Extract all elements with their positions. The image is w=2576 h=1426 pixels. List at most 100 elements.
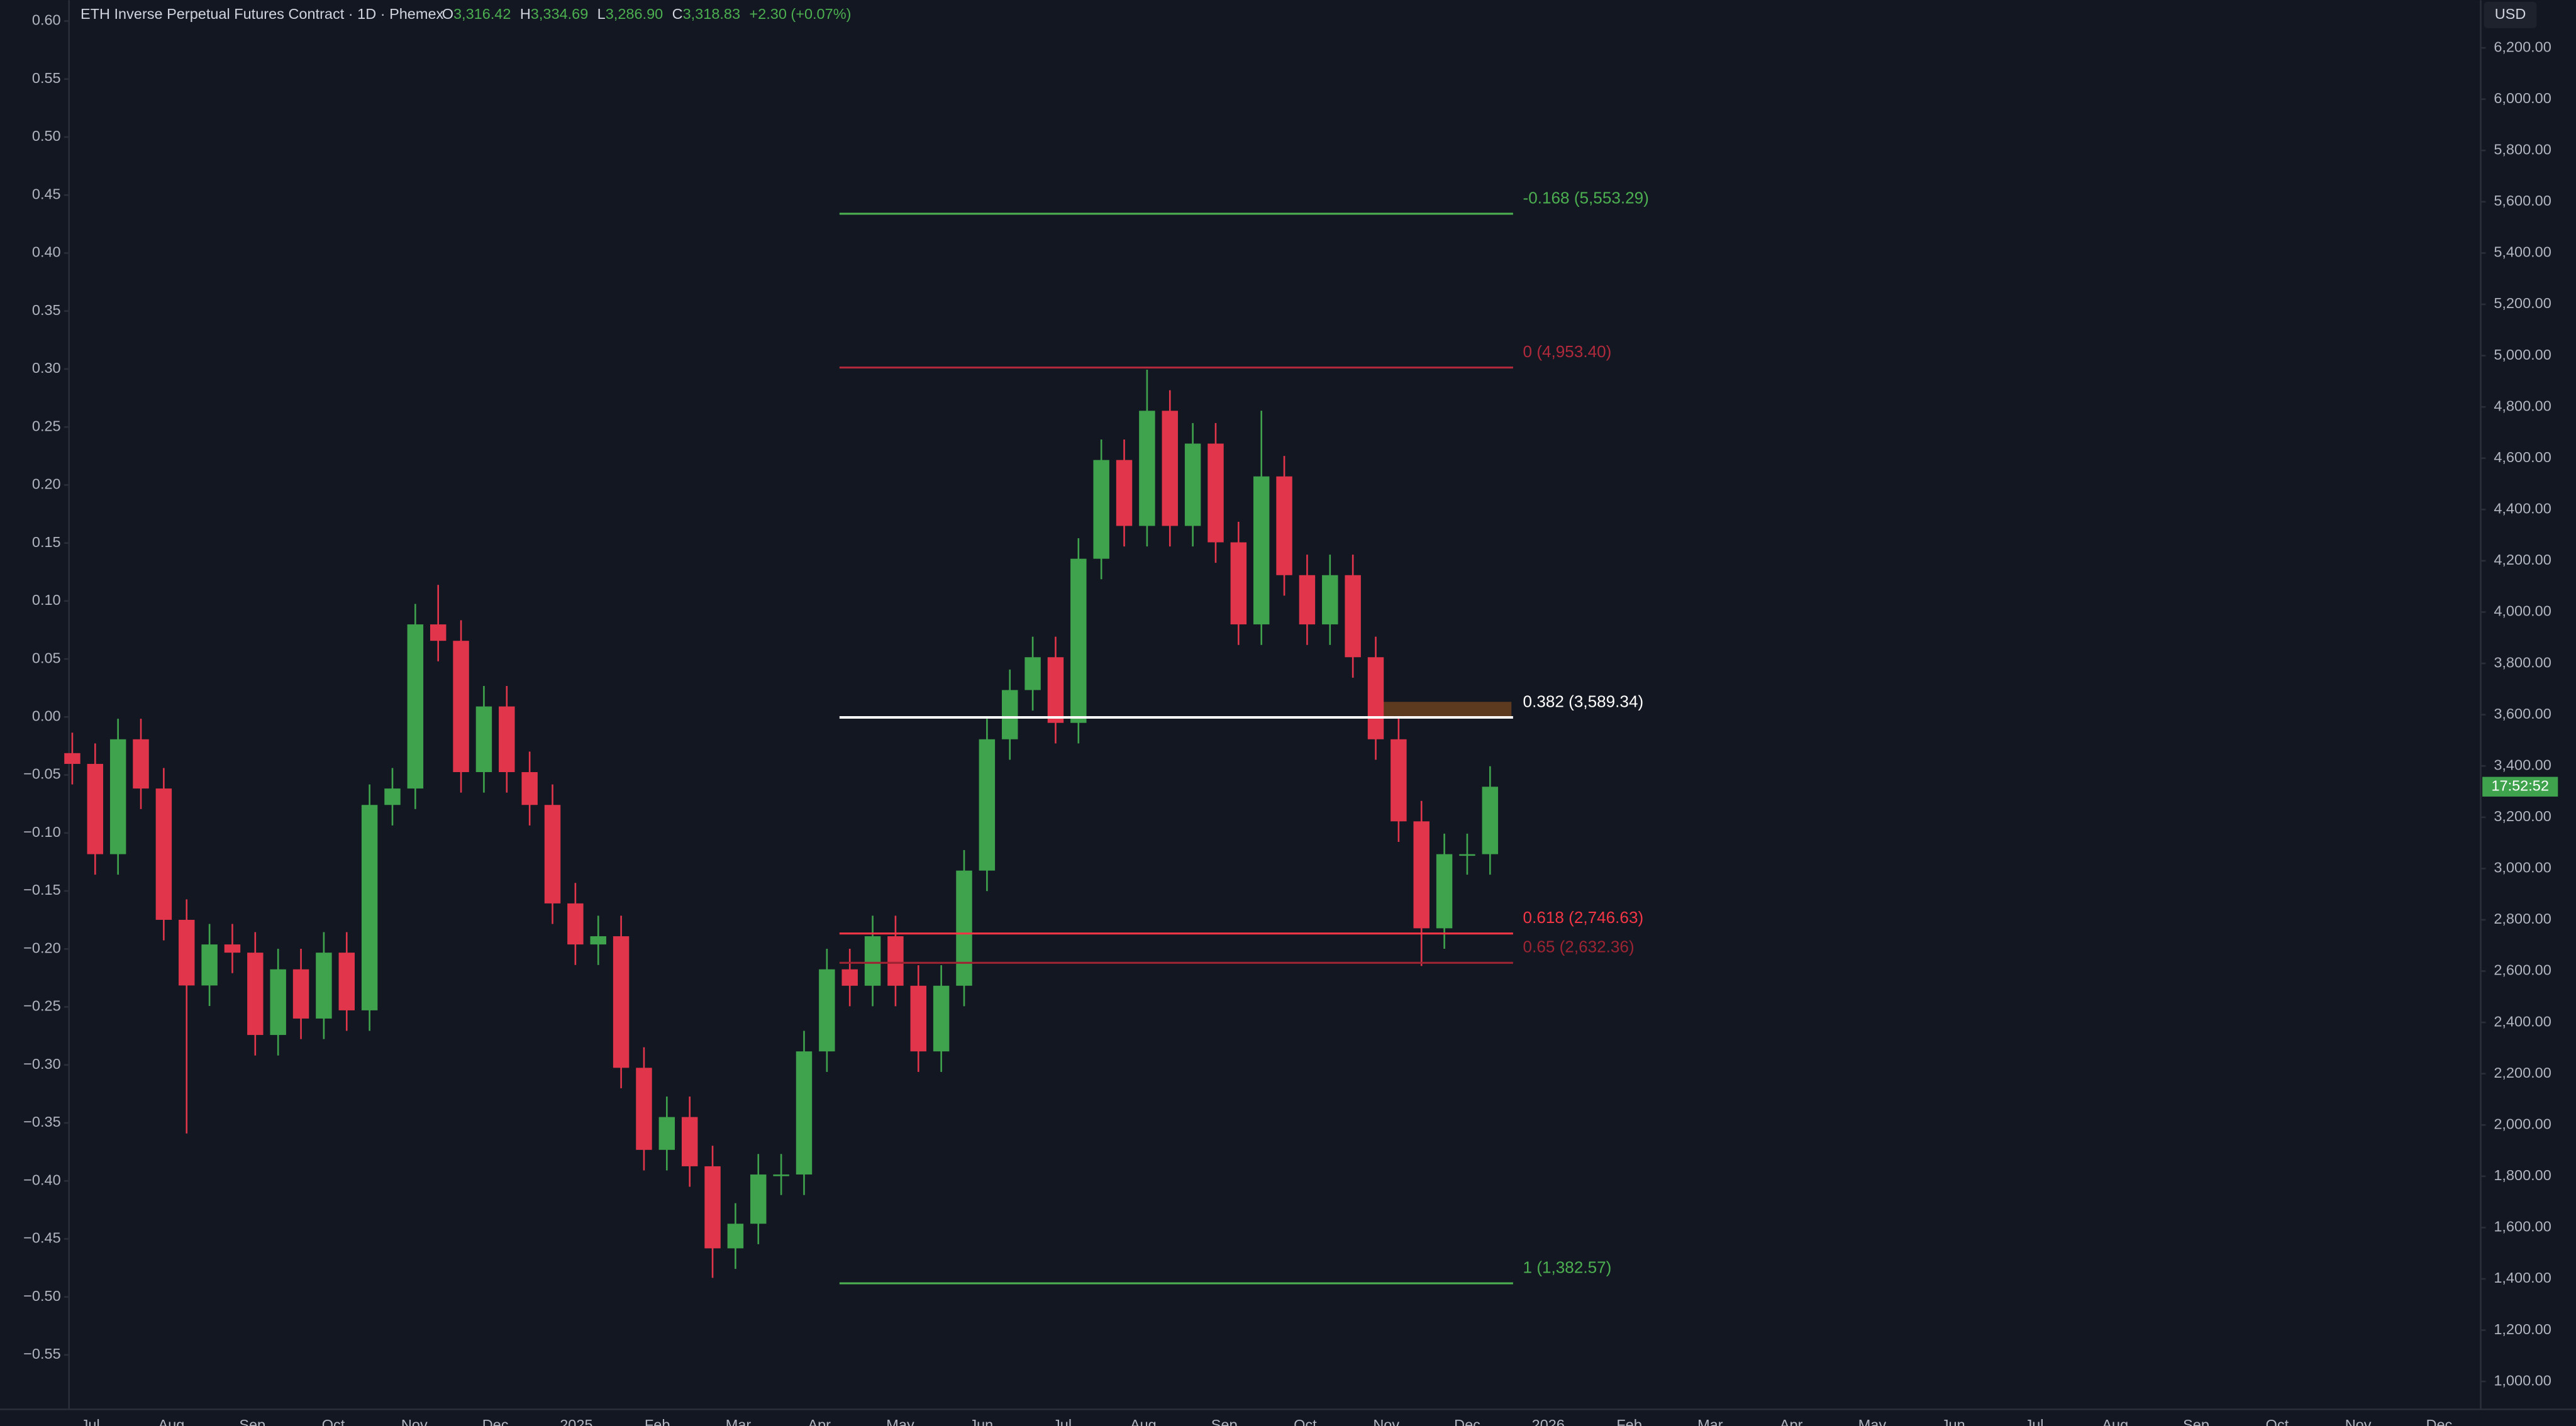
candle-body	[64, 753, 80, 764]
candle-body	[521, 772, 538, 805]
x-tick-label: Aug	[2102, 1417, 2128, 1426]
x-tick-label: Aug	[1130, 1417, 1157, 1426]
y2-tick-label: 0.50	[32, 128, 61, 144]
candle-body	[1299, 575, 1316, 625]
candle-body	[1093, 460, 1109, 559]
y2-tick-label: 0.25	[32, 417, 61, 434]
candle-body	[384, 788, 401, 805]
x-tick-label: Dec	[482, 1417, 509, 1426]
x-tick-label: Dec	[2426, 1417, 2453, 1426]
candle-body	[1436, 854, 1453, 929]
x-tick-label: Jul	[2024, 1417, 2043, 1426]
x-tick-label: 2025	[560, 1417, 592, 1426]
y2-tick-label: −0.25	[23, 998, 60, 1014]
x-tick-label: Jun	[1941, 1417, 1965, 1426]
candle-body	[1002, 690, 1018, 739]
candle-body	[407, 624, 424, 789]
x-tick-label: Mar	[1697, 1417, 1723, 1426]
candle-body	[1162, 411, 1178, 526]
x-tick-label: Oct	[1294, 1417, 1317, 1426]
x-tick-label: Sep	[1211, 1417, 1238, 1426]
candle-body	[1276, 476, 1292, 575]
fib-label: -0.168 (5,553.29)	[1523, 188, 1649, 207]
y2-tick-label: −0.15	[23, 882, 60, 898]
currency-badge[interactable]	[2484, 1, 2537, 28]
y-tick-label: 3,800.00	[2494, 654, 2551, 670]
candle-body	[133, 739, 149, 789]
legend-change: +2.30 (+0.07%)	[749, 6, 851, 22]
candle-body	[658, 1117, 675, 1150]
candle-body	[430, 624, 447, 641]
legend-value: 3,334.69	[531, 6, 588, 22]
x-tick-label: Nov	[401, 1417, 428, 1426]
candle-body	[1253, 476, 1270, 625]
countdown-label: 17:52:52	[2491, 777, 2548, 793]
x-tick-label: Jul	[1053, 1417, 1072, 1426]
candle-body	[1070, 558, 1087, 723]
ohlc-legend: O3,316.42 H3,334.69 L3,286.90 C3,318.83 …	[442, 6, 852, 22]
candle-body	[864, 936, 881, 986]
candle-body	[979, 739, 996, 871]
x-tick-label: Sep	[239, 1417, 265, 1426]
y2-tick-label: −0.20	[23, 939, 60, 956]
candle-body	[201, 944, 218, 986]
candle-body	[567, 903, 584, 945]
y2-tick-label: 0.10	[32, 592, 61, 608]
candle-body	[887, 936, 904, 986]
y-tick-label: 5,400.00	[2494, 244, 2551, 260]
fib-label: 1 (1,382.57)	[1523, 1257, 1612, 1276]
currency-label[interactable]: USD	[2495, 6, 2526, 22]
x-tick-label: May	[886, 1417, 914, 1426]
candle-body	[1413, 821, 1430, 929]
fib-label: 0.382 (3,589.34)	[1523, 692, 1644, 710]
fib-label: 0.618 (2,746.63)	[1523, 908, 1644, 927]
candle-body	[247, 953, 264, 1036]
candle-body	[179, 919, 195, 986]
y-tick-label: 4,400.00	[2494, 500, 2551, 517]
candle-body	[475, 706, 492, 773]
y-tick-label: 4,200.00	[2494, 551, 2551, 568]
candle-body	[1391, 739, 1407, 822]
x-tick-label: 2026	[1532, 1417, 1565, 1426]
candle-body	[1184, 443, 1201, 526]
y-tick-label: 2,400.00	[2494, 1013, 2551, 1029]
x-tick-label: Nov	[2345, 1417, 2372, 1426]
candle-body	[819, 969, 835, 1052]
candle-body	[681, 1117, 698, 1166]
y2-tick-label: 0.00	[32, 708, 61, 724]
y-tick-label: 4,800.00	[2494, 397, 2551, 414]
x-tick-label: Aug	[158, 1417, 185, 1426]
candle-body	[590, 936, 606, 945]
candle-body	[841, 969, 858, 986]
y2-tick-label: −0.40	[23, 1171, 60, 1188]
y2-tick-label: 0.05	[32, 649, 61, 666]
y2-tick-label: 0.60	[32, 12, 61, 28]
y-tick-label: 2,800.00	[2494, 910, 2551, 927]
x-tick-label: May	[1858, 1417, 1887, 1426]
candle-body	[750, 1174, 767, 1224]
y-tick-label: 4,600.00	[2494, 449, 2551, 465]
x-tick-label: Feb	[1616, 1417, 1642, 1426]
candle-body	[338, 953, 355, 1010]
y-tick-label: 2,600.00	[2494, 962, 2551, 978]
candle-body	[1345, 575, 1361, 658]
y-tick-label: 1,000.00	[2494, 1372, 2551, 1388]
y-tick-label: 1,800.00	[2494, 1167, 2551, 1183]
candle-body	[109, 739, 126, 854]
candle-body	[1024, 657, 1041, 690]
candle-body	[773, 1174, 789, 1176]
y2-tick-label: 0.55	[32, 70, 61, 86]
y-tick-label: 3,200.00	[2494, 808, 2551, 824]
y2-tick-label: −0.45	[23, 1230, 60, 1246]
candle-body	[956, 870, 972, 986]
candle-body	[224, 944, 241, 953]
candle-body	[1139, 411, 1155, 526]
y2-tick-label: 0.35	[32, 302, 61, 318]
y-tick-label: 6,000.00	[2494, 90, 2551, 106]
x-tick-label: Sep	[2183, 1417, 2209, 1426]
candle-body	[796, 1051, 813, 1175]
candle-body	[270, 969, 286, 1036]
y-tick-label: 5,000.00	[2494, 346, 2551, 363]
